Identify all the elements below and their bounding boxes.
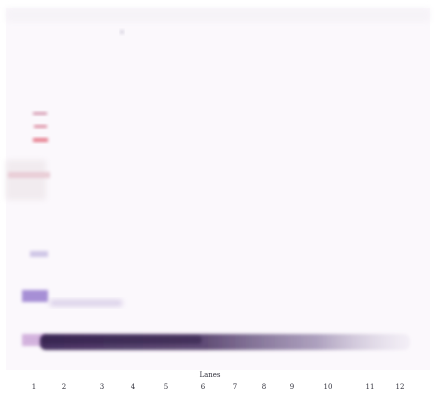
lane-label: 8: [262, 383, 266, 391]
lane-label: 10: [324, 383, 333, 391]
marker-band: [22, 290, 48, 302]
lane-label: 7: [233, 383, 237, 391]
marker-band: [34, 125, 47, 128]
lane-label: 2: [62, 383, 66, 391]
molecular-weight-marker-lane: [8, 112, 50, 346]
marker-band: [33, 138, 48, 142]
faint-band: [50, 300, 122, 306]
lane-label: 4: [131, 383, 136, 391]
membrane-panel: [6, 8, 430, 370]
lane-label: 12: [396, 383, 405, 391]
lane-label: 11: [366, 383, 375, 391]
marker-band: [8, 172, 50, 178]
lane-label: 3: [100, 383, 104, 391]
lane-label: 5: [164, 383, 168, 391]
lane-label: 1: [32, 383, 36, 391]
protein-band-row: [40, 334, 410, 350]
lane-label: 9: [290, 383, 294, 391]
lane-label: 6: [201, 383, 206, 391]
marker-band: [30, 251, 48, 257]
marker-band: [33, 112, 47, 115]
lane-labels: Lanes 1 2 3 4 5 6 7 8 9 10 11 12: [32, 371, 405, 391]
lanes-axis-title: Lanes: [199, 371, 220, 379]
